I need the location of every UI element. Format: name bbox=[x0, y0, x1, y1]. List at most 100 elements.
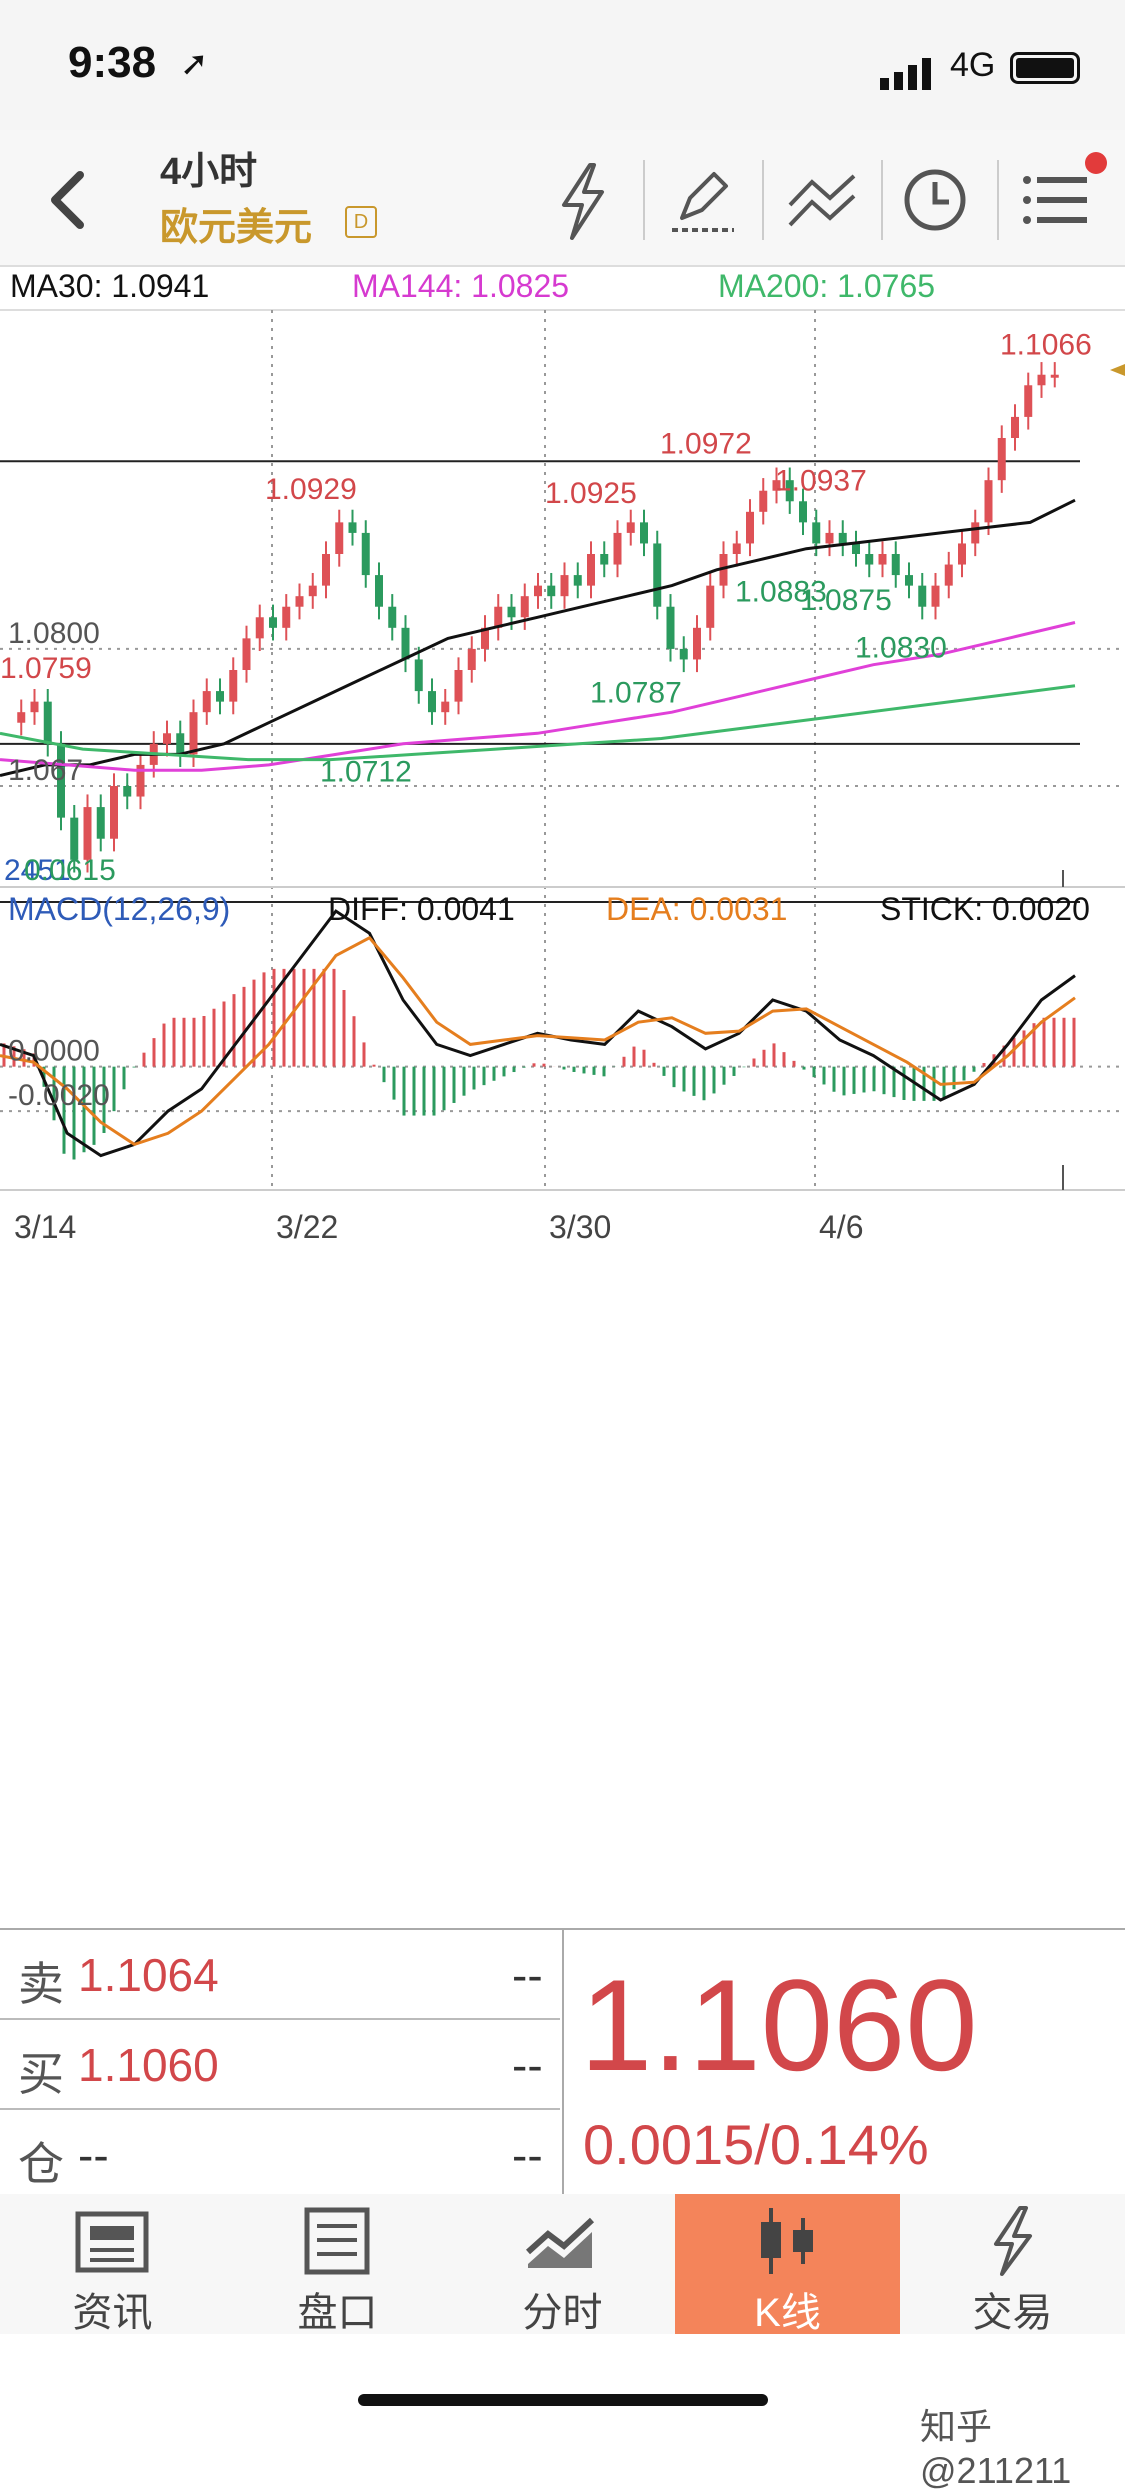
x-axis-tick: 3/14 bbox=[14, 1209, 76, 1245]
sell-label: 卖 bbox=[18, 1958, 64, 2010]
candle-body bbox=[825, 532, 834, 544]
candle-body bbox=[944, 564, 953, 586]
toolbar-divider bbox=[881, 160, 883, 240]
macd-diff-label: DIFF: 0.0041 bbox=[328, 891, 515, 927]
sell-dash: -- bbox=[512, 1949, 543, 2001]
nav-kline[interactable]: K线 bbox=[675, 2194, 900, 2335]
candle-body bbox=[812, 522, 821, 544]
candle-body bbox=[242, 638, 251, 670]
candle-body bbox=[216, 691, 224, 702]
notification-dot bbox=[1085, 152, 1107, 174]
macd-stick-label: STICK: 0.0020 bbox=[880, 891, 1090, 927]
lightning-icon[interactable] bbox=[532, 150, 632, 250]
indicator-icon[interactable] bbox=[772, 150, 872, 250]
trade-icon bbox=[994, 2206, 1032, 2276]
ma-legend-bar bbox=[0, 265, 1125, 311]
candle-body bbox=[70, 817, 79, 860]
nav-timeshare[interactable]: 分时 bbox=[450, 2194, 675, 2335]
nav-news[interactable]: 资讯 bbox=[0, 2194, 225, 2335]
candle-body bbox=[494, 606, 503, 628]
location-arrow-icon: ➚ bbox=[180, 45, 209, 83]
clock-icon[interactable] bbox=[885, 150, 985, 250]
macd-dea-label: DEA: 0.0031 bbox=[606, 891, 787, 927]
news-icon bbox=[75, 2211, 149, 2273]
candle-body bbox=[282, 606, 291, 628]
network-type: 4G bbox=[950, 46, 996, 84]
position-label: 仓 bbox=[18, 2138, 64, 2190]
bottom-axis-label: 2451 bbox=[4, 854, 71, 887]
candle-body bbox=[732, 543, 741, 554]
nav-trade[interactable]: 交易 bbox=[900, 2194, 1125, 2335]
candle-body bbox=[958, 543, 966, 565]
home-indicator[interactable] bbox=[358, 2394, 768, 2406]
candle-body bbox=[971, 522, 980, 544]
candle-body bbox=[653, 543, 662, 607]
status-time: 9:38 bbox=[68, 38, 157, 87]
kline-chart[interactable]: 1.1066 1.0972 1.0929 1.0925 1.0937 1.0759 1.07… bbox=[0, 310, 1125, 1928]
candle-body bbox=[759, 490, 768, 512]
nav-label: 盘口 bbox=[297, 2291, 378, 2335]
price-annotation: 1.0937 bbox=[775, 464, 867, 497]
status-bar bbox=[0, 0, 1125, 130]
candle-body bbox=[613, 532, 622, 565]
watermark: 知乎 @211211 bbox=[920, 2406, 1072, 2491]
current-price-marker bbox=[1110, 364, 1125, 376]
buy-row[interactable]: 买 1.1060 -- bbox=[0, 2020, 560, 2110]
price-annotation: 1.0925 bbox=[545, 477, 637, 510]
nav-label: 交易 bbox=[972, 2291, 1053, 2335]
candle-body bbox=[255, 617, 264, 639]
ma144-label: MA144: 1.0825 bbox=[352, 268, 570, 304]
candle-body bbox=[176, 733, 185, 755]
candle-body bbox=[454, 670, 463, 702]
symbol-name[interactable]: 欧元美元 bbox=[160, 207, 313, 249]
sell-value: 1.1064 bbox=[78, 1949, 219, 2001]
candle-body bbox=[467, 648, 476, 670]
candle-body bbox=[772, 480, 781, 491]
candle-body bbox=[746, 511, 754, 544]
back-chevron-icon[interactable] bbox=[40, 160, 100, 240]
candlestick-icon bbox=[761, 2208, 813, 2274]
candle-body bbox=[573, 575, 582, 586]
candle-body bbox=[507, 606, 516, 618]
candle-body bbox=[838, 532, 847, 544]
candle-body bbox=[1037, 374, 1046, 386]
sell-row[interactable]: 卖 1.1064 -- bbox=[0, 1930, 560, 2020]
nav-label: 分时 bbox=[522, 2291, 603, 2335]
candle-body bbox=[865, 554, 874, 565]
candle-body bbox=[96, 807, 105, 839]
symbol-badge: D bbox=[345, 206, 377, 238]
candle-body bbox=[322, 554, 330, 586]
period-label: 4小时 bbox=[160, 151, 258, 193]
x-axis-tick: 3/22 bbox=[276, 1209, 338, 1245]
candle-body bbox=[666, 606, 675, 649]
candle-body bbox=[43, 701, 52, 744]
candle-body bbox=[401, 627, 410, 660]
candle-body bbox=[931, 585, 940, 607]
price-annotation: 1.0929 bbox=[265, 473, 357, 506]
candle-body bbox=[905, 575, 913, 586]
candle-body bbox=[481, 627, 489, 649]
nav-label: 资讯 bbox=[72, 2291, 153, 2335]
candle-body bbox=[679, 648, 688, 660]
battery-icon bbox=[1010, 52, 1080, 84]
price-change: 0.0015/0.14% bbox=[583, 2113, 929, 2176]
candle-body bbox=[269, 617, 277, 628]
candle-body bbox=[295, 596, 304, 607]
candle-body bbox=[520, 596, 529, 618]
candle-body bbox=[123, 786, 132, 797]
menu-icon[interactable] bbox=[1005, 150, 1105, 250]
nav-label: K线 bbox=[754, 2291, 821, 2335]
buy-value: 1.1060 bbox=[78, 2039, 219, 2091]
candle-body bbox=[335, 522, 344, 554]
candle-body bbox=[918, 585, 927, 607]
candle-body bbox=[348, 522, 357, 533]
candle-body bbox=[626, 522, 635, 533]
draw-icon[interactable] bbox=[652, 150, 752, 250]
nav-orderbook[interactable]: 盘口 bbox=[225, 2194, 450, 2335]
price-annotation: 1.0883 bbox=[735, 575, 827, 608]
signal-icon bbox=[880, 58, 931, 90]
macd-dea-line bbox=[0, 935, 1076, 1147]
candle-body bbox=[799, 501, 807, 523]
candle-body bbox=[308, 585, 317, 597]
position-row[interactable]: 仓 -- -- bbox=[0, 2110, 560, 2198]
